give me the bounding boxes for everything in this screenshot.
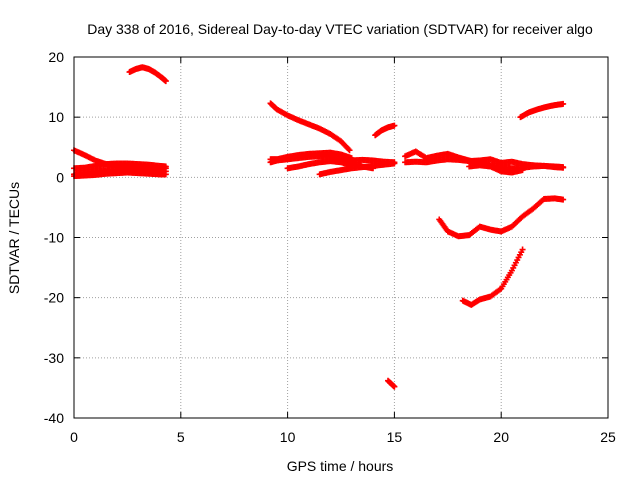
series-arc-16: [466, 162, 526, 176]
chart-title: Day 338 of 2016, Sidereal Day-to-day VTE…: [87, 21, 593, 37]
data-point: [560, 100, 567, 107]
series-arc-19: [459, 246, 526, 308]
x-tick-label: 10: [280, 429, 296, 445]
data-point: [391, 383, 398, 390]
series-arc-6: [267, 100, 353, 154]
y-tick-label: -30: [44, 350, 64, 366]
x-tick-label: 20: [493, 429, 509, 445]
y-axis-label: SDTVAR / TECUs: [6, 182, 22, 294]
data-points: [71, 64, 567, 390]
series-arc-17: [517, 100, 567, 121]
plot-frame: [73, 56, 609, 419]
data-point: [346, 147, 353, 154]
y-tick-label: -10: [44, 230, 64, 246]
series-arc-11: [338, 156, 398, 166]
series-arc-15: [402, 156, 567, 171]
data-point: [345, 146, 352, 153]
data-point: [560, 196, 567, 203]
series-arc-12: [372, 122, 398, 139]
x-tick-label: 15: [387, 429, 403, 445]
data-point: [519, 246, 526, 253]
y-tick-label: 20: [48, 49, 64, 65]
series-arc-4: [71, 169, 169, 180]
data-point: [391, 159, 398, 166]
data-point: [391, 122, 398, 129]
y-tick-label: -20: [44, 290, 64, 306]
series-arc-18: [436, 195, 567, 240]
ticks: 0 5 10 15 20 25 -40 -30 -20 -10 0 10 20: [44, 49, 616, 445]
data-point: [162, 78, 169, 85]
data-point: [519, 167, 526, 174]
series-arc-5: [126, 64, 169, 85]
x-tick-label: 25: [600, 429, 616, 445]
y-tick-label: -40: [44, 410, 64, 426]
series-arc-13: [384, 377, 398, 390]
y-tick-label: 0: [56, 169, 64, 185]
x-tick-label: 5: [177, 429, 185, 445]
y-tick-label: 10: [48, 109, 64, 125]
data-point: [560, 164, 567, 171]
data-point: [162, 171, 169, 178]
x-tick-label: 0: [70, 429, 78, 445]
x-axis-label: GPS time / hours: [287, 458, 394, 474]
